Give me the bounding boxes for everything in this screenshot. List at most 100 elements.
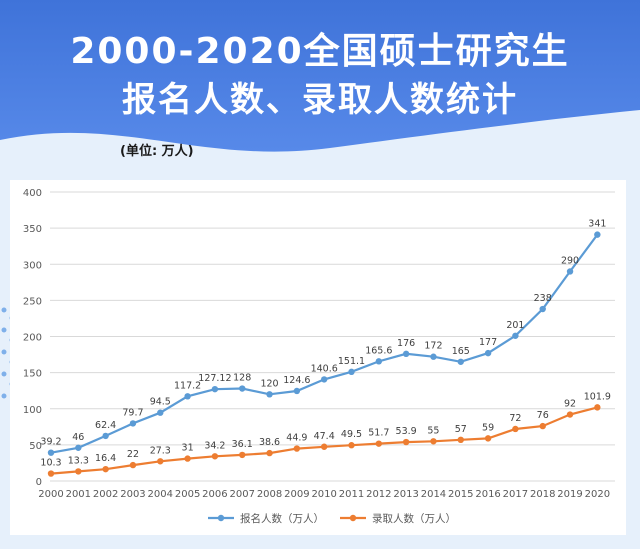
x-tick-label: 2016 bbox=[475, 489, 500, 500]
x-tick-label: 2005 bbox=[175, 489, 200, 500]
data-label: 57 bbox=[455, 424, 467, 435]
data-label: 127.12 bbox=[198, 373, 231, 384]
data-point bbox=[512, 332, 519, 339]
data-point bbox=[375, 358, 383, 365]
data-label: 117.2 bbox=[174, 380, 201, 391]
data-point bbox=[566, 268, 574, 275]
data-label: 341 bbox=[588, 219, 606, 230]
data-point bbox=[239, 385, 246, 392]
data-point bbox=[184, 455, 191, 462]
chart-panel: 39.2 46 62.4 79.7 94.5 117.2 127.12 128 120 124.6… bbox=[10, 180, 626, 535]
data-point bbox=[293, 387, 301, 395]
data-label: 172 bbox=[424, 341, 442, 352]
data-point bbox=[402, 350, 410, 358]
y-tick-label: 200 bbox=[23, 333, 42, 344]
x-tick-label: 2002 bbox=[93, 489, 118, 500]
legend-marker bbox=[349, 514, 357, 522]
x-tick-label: 2001 bbox=[66, 489, 91, 500]
x-tick-label: 2000 bbox=[38, 489, 63, 500]
data-point bbox=[320, 443, 328, 450]
y-tick-label: 150 bbox=[23, 369, 42, 380]
data-point bbox=[457, 358, 464, 365]
x-tick-label: 2018 bbox=[530, 489, 555, 500]
data-label: 176 bbox=[397, 338, 415, 349]
data-label: 16.4 bbox=[95, 453, 116, 464]
data-point bbox=[348, 368, 355, 376]
data-label: 36.1 bbox=[232, 439, 253, 450]
data-point bbox=[457, 436, 464, 444]
data-point bbox=[293, 445, 301, 452]
data-label: 101.9 bbox=[584, 391, 611, 402]
data-point bbox=[239, 451, 246, 459]
data-point bbox=[430, 438, 437, 445]
x-tick-label: 2010 bbox=[311, 489, 336, 500]
data-label: 72 bbox=[509, 413, 521, 424]
legend-label: 录取人数（万人） bbox=[372, 512, 456, 525]
x-tick-label: 2011 bbox=[339, 489, 364, 500]
data-label: 44.9 bbox=[286, 433, 307, 444]
legend-label: 报名人数（万人） bbox=[240, 512, 324, 525]
legend-marker bbox=[217, 514, 225, 522]
data-label: 22 bbox=[127, 449, 139, 460]
data-point bbox=[430, 353, 437, 360]
x-tick-label: 2006 bbox=[202, 489, 227, 500]
y-tick-label: 350 bbox=[23, 224, 42, 235]
data-point bbox=[211, 385, 219, 393]
data-label: 128 bbox=[233, 373, 251, 384]
x-tick-label: 2017 bbox=[503, 489, 528, 500]
data-point bbox=[266, 391, 273, 398]
data-label: 38.6 bbox=[259, 437, 280, 448]
data-label: 120 bbox=[260, 378, 278, 389]
data-point bbox=[566, 411, 574, 418]
y-tick-label: 400 bbox=[23, 188, 42, 199]
data-label: 165 bbox=[452, 346, 470, 357]
data-point bbox=[594, 231, 601, 238]
data-point bbox=[129, 461, 137, 469]
header-wave bbox=[0, 110, 640, 180]
data-point bbox=[594, 404, 601, 411]
data-label: 47.4 bbox=[314, 431, 335, 442]
data-point bbox=[102, 432, 109, 440]
y-tick-label: 300 bbox=[23, 260, 42, 271]
data-label: 51.7 bbox=[368, 428, 389, 439]
data-point bbox=[75, 444, 82, 451]
data-point bbox=[47, 449, 55, 456]
data-label: 34.2 bbox=[204, 440, 225, 451]
data-label: 76 bbox=[537, 410, 549, 421]
y-tick-label: 250 bbox=[23, 296, 42, 307]
x-tick-label: 2019 bbox=[557, 489, 582, 500]
data-point bbox=[375, 440, 383, 447]
data-label: 94.5 bbox=[150, 397, 171, 408]
unit-label: (单位: 万人) bbox=[120, 144, 194, 159]
data-label: 79.7 bbox=[122, 407, 143, 418]
data-point bbox=[266, 449, 273, 457]
y-tick-label: 50 bbox=[29, 441, 42, 452]
data-point bbox=[102, 465, 109, 473]
data-label: 92 bbox=[564, 399, 576, 410]
data-label: 53.9 bbox=[396, 426, 417, 437]
data-label: 62.4 bbox=[95, 420, 116, 431]
data-label: 46 bbox=[72, 432, 84, 443]
data-label: 39.2 bbox=[40, 437, 61, 448]
y-tick-label: 100 bbox=[23, 405, 42, 416]
data-label: 151.1 bbox=[338, 356, 365, 367]
x-tick-label: 2012 bbox=[366, 489, 391, 500]
data-label: 55 bbox=[427, 425, 439, 436]
x-tick-label: 2015 bbox=[448, 489, 473, 500]
data-point bbox=[211, 453, 219, 460]
data-label: 27.3 bbox=[150, 445, 171, 456]
x-tick-label: 2020 bbox=[585, 489, 610, 500]
data-label: 31 bbox=[182, 443, 194, 454]
y-tick-label: 0 bbox=[36, 477, 42, 488]
data-point bbox=[484, 349, 492, 357]
data-point bbox=[539, 422, 546, 430]
data-point bbox=[539, 305, 546, 313]
data-point bbox=[512, 425, 519, 433]
page-title-line2: 报名人数、录取人数统计 bbox=[122, 80, 518, 120]
data-point bbox=[129, 420, 137, 427]
x-tick-label: 2007 bbox=[229, 489, 254, 500]
page-title-line1: 2000-2020全国硕士研究生 bbox=[70, 31, 570, 72]
data-label: 201 bbox=[506, 320, 524, 331]
data-point bbox=[47, 470, 55, 477]
